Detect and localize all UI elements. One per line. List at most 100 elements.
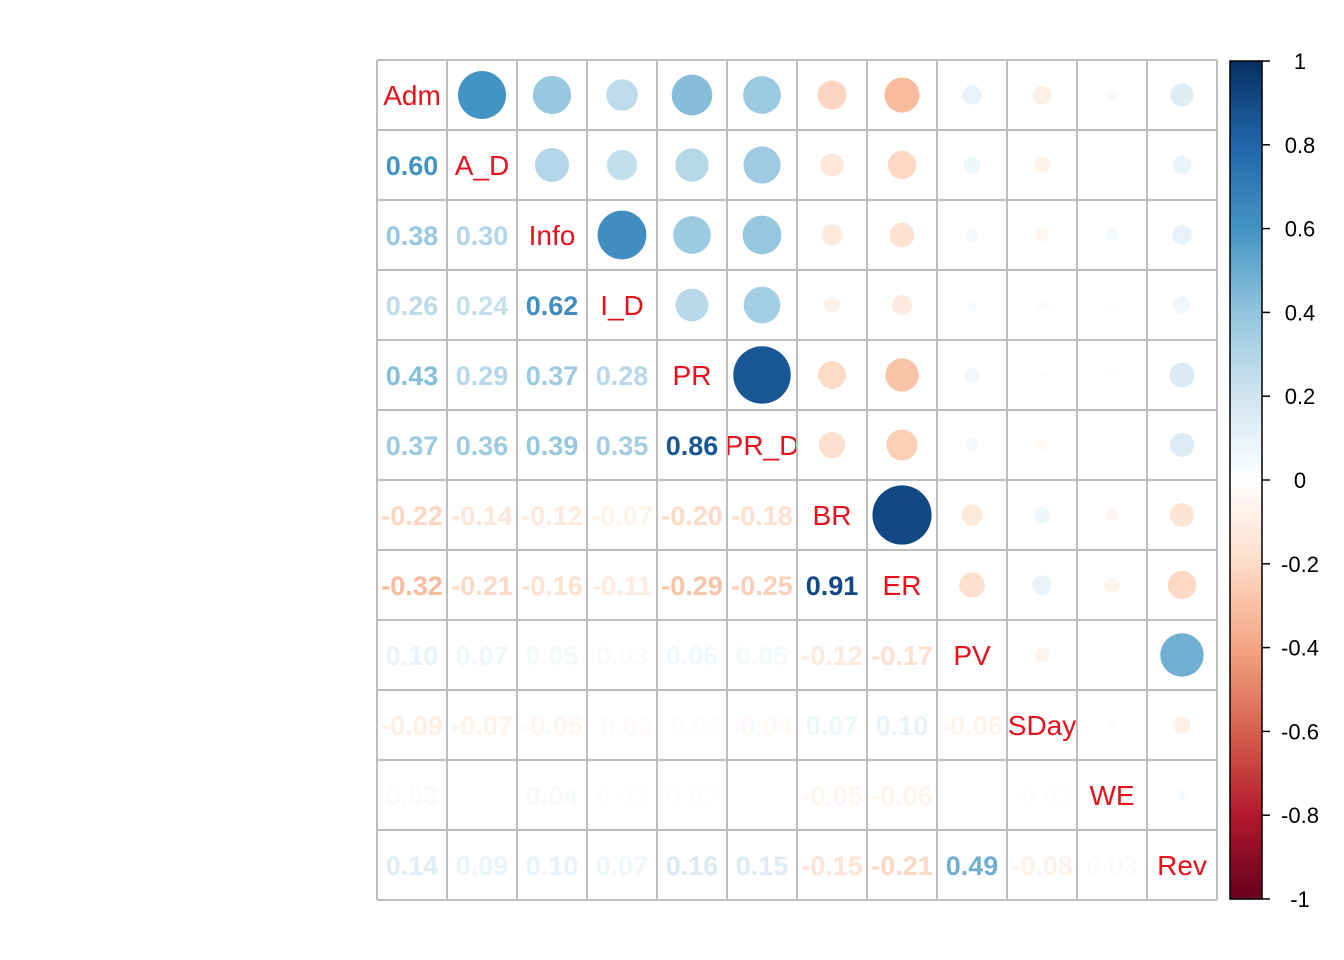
colorbar-band <box>1230 438 1262 443</box>
colorbar-band <box>1230 169 1262 175</box>
correlation-circle <box>964 367 980 383</box>
matrix-cell <box>377 550 447 620</box>
colorbar-band <box>1230 777 1262 783</box>
colorbar-band <box>1230 505 1262 510</box>
colorbar-band <box>1230 689 1262 695</box>
correlation-value: 0.26 <box>386 291 439 321</box>
colorbar-band <box>1230 798 1262 804</box>
colorbar-band <box>1230 651 1262 657</box>
colorbar-band <box>1230 844 1262 850</box>
colorbar-band <box>1230 764 1262 770</box>
colorbar-band <box>1230 119 1262 125</box>
correlation-circle <box>1036 299 1048 311</box>
colorbar-band <box>1230 249 1262 255</box>
matrix-cell <box>447 340 517 410</box>
correlation-value: 0.60 <box>386 151 439 181</box>
correlation-circle <box>671 74 713 116</box>
correlation-value: -0.05 <box>521 711 583 741</box>
colorbar-band <box>1230 660 1262 665</box>
colorbar-band <box>1230 630 1262 636</box>
matrix-cell <box>797 550 867 620</box>
correlation-value: 0.37 <box>526 361 579 391</box>
colorbar-band <box>1230 840 1262 846</box>
colorbar-band <box>1230 433 1262 439</box>
colorbar-band <box>1230 132 1262 138</box>
colorbar-band <box>1230 484 1262 489</box>
matrix-cell <box>1077 830 1147 900</box>
colorbar-band <box>1230 442 1262 448</box>
matrix-cell <box>727 410 797 480</box>
correlation-value: 0.01 <box>456 781 509 811</box>
matrix-cells <box>377 60 1217 900</box>
correlation-circle <box>606 79 638 111</box>
variable-label: A_D <box>455 150 509 181</box>
colorbar-band <box>1230 567 1262 573</box>
colorbar-band <box>1230 450 1262 456</box>
correlation-circle <box>1032 85 1052 105</box>
correlation-value: -0.06 <box>941 711 1003 741</box>
colorbar-band <box>1230 207 1262 213</box>
colorbar-band <box>1230 241 1262 246</box>
correlation-value: -0.14 <box>451 501 513 531</box>
variable-label: PV <box>953 640 991 671</box>
colorbar-band <box>1230 266 1262 272</box>
variable-label: ER <box>883 570 922 601</box>
correlation-circle <box>889 222 915 248</box>
correlation-value: 0.05 <box>526 641 579 671</box>
colorbar-band <box>1230 597 1262 603</box>
variable-label: I_D <box>600 290 644 321</box>
variable-label: WE <box>1089 780 1134 811</box>
correlation-circle <box>1107 720 1117 730</box>
colorbar-band <box>1230 572 1262 577</box>
colorbar-band <box>1230 815 1262 820</box>
colorbar-band <box>1230 811 1262 816</box>
colorbar-band <box>1230 676 1262 682</box>
colorbar-band <box>1230 605 1262 611</box>
colorbar-band <box>1230 400 1262 406</box>
colorbar-band <box>1230 488 1262 494</box>
colorbar-band <box>1230 81 1262 87</box>
correlation-circle <box>965 228 979 242</box>
colorbar-band <box>1230 547 1262 552</box>
correlation-value: -0.02 <box>1011 781 1073 811</box>
correlation-circle <box>673 216 711 254</box>
colorbar-band <box>1230 785 1262 791</box>
colorbar-band <box>1230 639 1262 645</box>
matrix-cell <box>377 760 447 830</box>
colorbar-band <box>1230 224 1262 230</box>
colorbar-band <box>1230 174 1262 179</box>
matrix-cell <box>517 410 587 480</box>
correlation-circle <box>1169 432 1195 458</box>
correlation-value: -0.11 <box>592 571 652 601</box>
correlation-circle <box>1108 161 1116 169</box>
colorbar-band <box>1230 190 1262 196</box>
colorbar-band <box>1230 140 1262 146</box>
correlation-value: 0.35 <box>596 431 649 461</box>
colorbar-band <box>1230 417 1262 422</box>
matrix-cell <box>657 410 727 480</box>
correlation-circle <box>887 150 917 180</box>
colorbar-band <box>1230 836 1262 841</box>
colorbar-band <box>1230 635 1262 640</box>
matrix-cell <box>377 690 447 760</box>
colorbar-tick-label: 1 <box>1294 49 1306 74</box>
correlation-circle <box>535 148 569 182</box>
variable-label: BR <box>813 500 852 531</box>
colorbar-band <box>1230 312 1262 318</box>
colorbar-band <box>1230 551 1262 557</box>
correlation-value: 0.24 <box>456 291 509 321</box>
variable-label: PR <box>673 360 712 391</box>
matrix-cell <box>377 620 447 690</box>
correlation-circle <box>1167 570 1197 600</box>
matrix-cell <box>587 340 657 410</box>
colorbar-band <box>1230 819 1262 825</box>
colorbar-band <box>1230 618 1262 624</box>
colorbar-band <box>1230 857 1262 862</box>
colorbar-band <box>1230 203 1262 209</box>
matrix-cell <box>867 620 937 690</box>
colorbar-band <box>1230 77 1262 83</box>
colorbar-band <box>1230 496 1262 502</box>
colorbar-band <box>1230 295 1262 301</box>
colorbar-band <box>1230 182 1262 188</box>
